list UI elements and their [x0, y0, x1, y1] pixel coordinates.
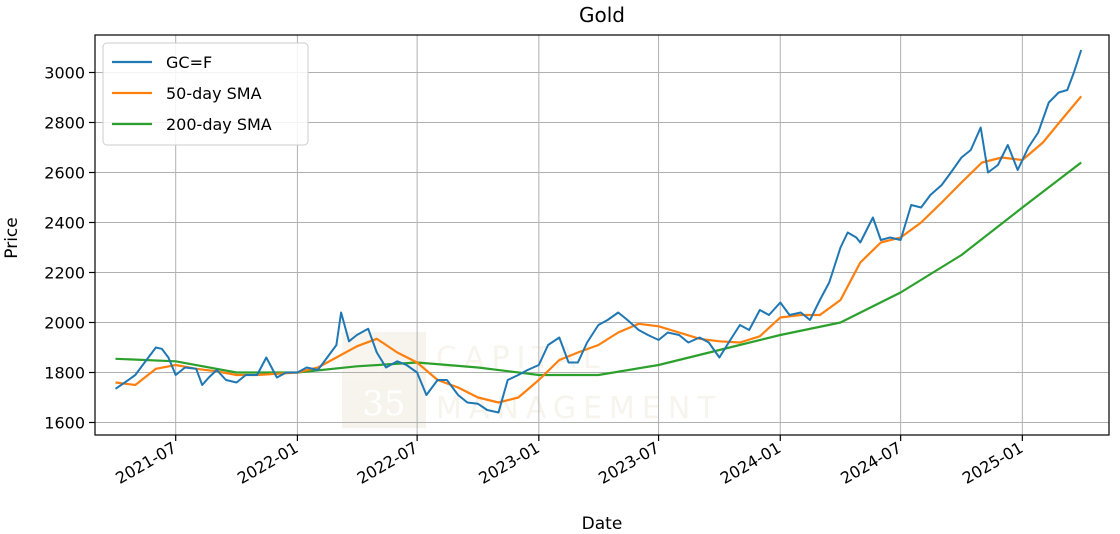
chart-title: Gold — [579, 3, 625, 27]
y-tick-label: 3000 — [44, 64, 85, 83]
x-axis-ticks: 2021-07 2022-01 2022-07 2023-01 2023-07 2024-… — [112, 435, 1026, 488]
watermark-logo-number: 35 — [362, 384, 405, 424]
x-tick-label: 2024-07 — [837, 438, 904, 488]
y-tick-label: 2400 — [44, 214, 85, 233]
y-tick-label: 1800 — [44, 364, 85, 383]
series-line-200-day-sma — [115, 161, 1082, 377]
y-axis-ticks: 1600 1800 2000 2200 2400 2600 2800 3000 — [44, 64, 95, 433]
watermark-text-line1: CAPITAL — [436, 341, 607, 376]
y-tick-label: 2000 — [44, 314, 85, 333]
legend: GC=F 50-day SMA 200-day SMA — [102, 42, 309, 146]
series-lines — [114, 49, 1083, 414]
y-tick-label: 2800 — [44, 114, 85, 133]
x-tick-label: 2021-07 — [112, 438, 179, 488]
y-axis-label: Price — [2, 217, 22, 258]
y-tick-label: 2200 — [44, 264, 85, 283]
x-axis-label: Date — [582, 514, 623, 534]
x-tick-label: 2025-01 — [959, 438, 1026, 488]
x-tick-label: 2024-01 — [717, 438, 784, 488]
y-tick-label: 1600 — [44, 414, 85, 433]
x-tick-label: 2023-07 — [595, 438, 662, 488]
x-tick-label: 2022-01 — [234, 438, 301, 488]
legend-label: 200-day SMA — [166, 115, 272, 134]
series-line-gc-f — [114, 49, 1083, 414]
legend-label: 50-day SMA — [166, 84, 262, 103]
plot-frame — [94, 34, 1110, 436]
watermark-text-line2: MANAGEMENT — [436, 391, 723, 426]
x-tick-label: 2022-07 — [354, 438, 421, 488]
x-tick-label: 2023-01 — [475, 438, 542, 488]
legend-entries: GC=F 50-day SMA 200-day SMA — [112, 53, 272, 134]
legend-box — [102, 42, 309, 146]
y-tick-label: 2600 — [44, 164, 85, 183]
series-line-50-day-sma — [115, 95, 1083, 404]
legend-label: GC=F — [166, 53, 212, 72]
watermark-logo: 35 CAPITAL MANAGEMENT — [342, 332, 723, 428]
